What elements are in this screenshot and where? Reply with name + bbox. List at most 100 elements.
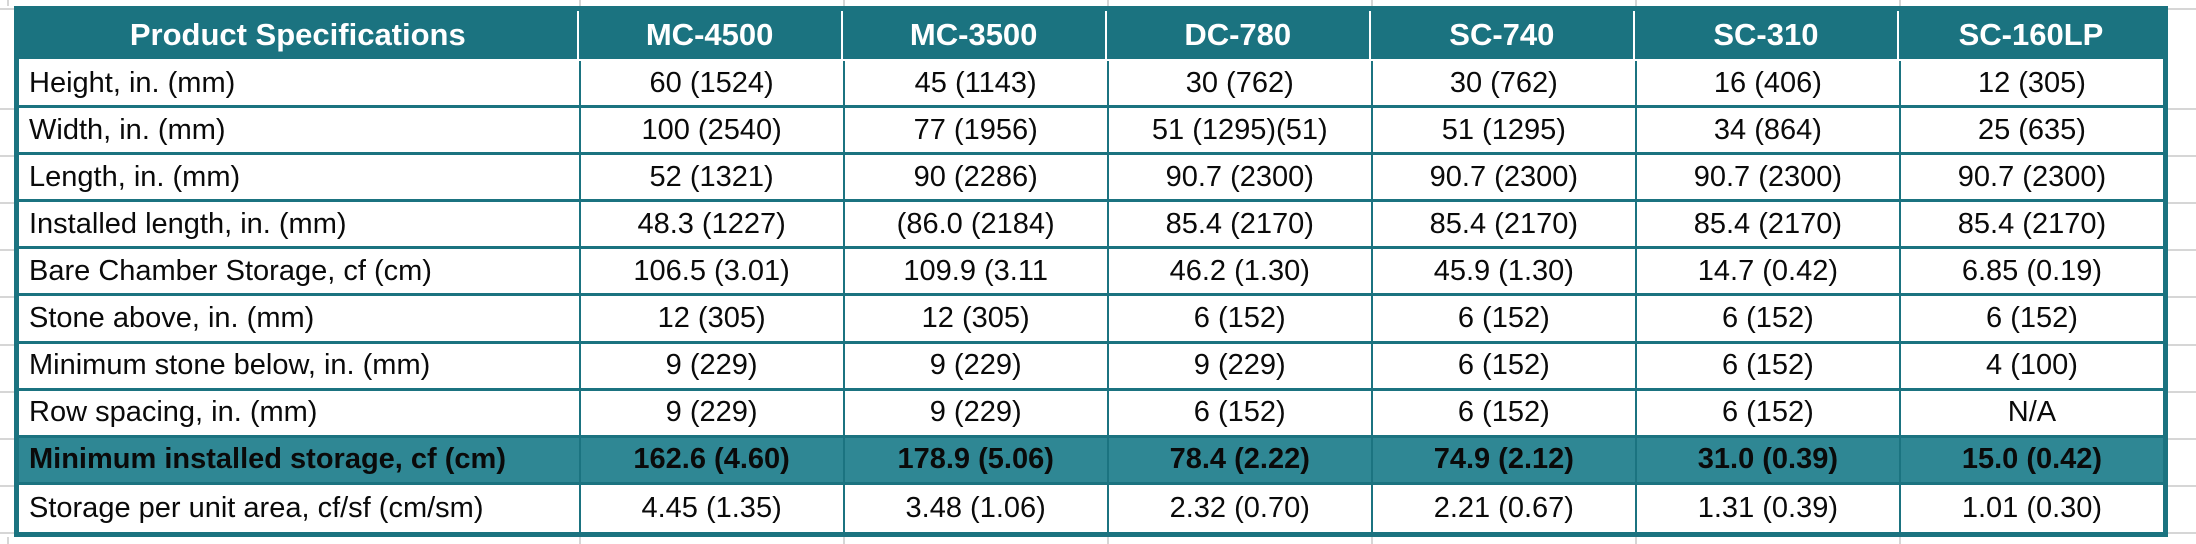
margin-gridline-horizontal (2168, 532, 2196, 534)
spec-value-cell: 85.4 (2170) (1106, 202, 1371, 250)
margin-gridline-vertical (1635, 537, 1637, 544)
column-header-mc-4500: MC-4500 (578, 11, 843, 61)
spec-value-cell: 109.9 (3.11 (842, 249, 1107, 297)
spec-value-cell: 6.85 (0.19) (1898, 249, 2163, 297)
spec-value-cell: 1.01 (0.30) (1898, 484, 2163, 532)
margin-gridline-vertical (579, 0, 581, 6)
row-label: Minimum stone below, in. (mm) (19, 344, 579, 391)
margin-gridline-horizontal (0, 532, 14, 534)
row-label: Length, in. (mm) (19, 155, 579, 203)
spec-value-cell: 6 (152) (1634, 343, 1899, 391)
margin-gridline-horizontal (2168, 344, 2196, 346)
margin-gridline-horizontal (2168, 391, 2196, 393)
spec-value-cell: 12 (305) (842, 296, 1107, 344)
spec-value-cell: 85.4 (2170) (1898, 202, 2163, 250)
margin-gridline-vertical (1371, 0, 1373, 6)
spec-value-cell: 6 (152) (1106, 296, 1371, 344)
margin-gridline-horizontal (0, 202, 14, 204)
spec-value-cell: 9 (229) (1106, 343, 1371, 391)
margin-gridline-horizontal (0, 108, 14, 110)
spec-value-cell: 6 (152) (1898, 296, 2163, 344)
margin-gridline-horizontal (2168, 8, 2196, 10)
margin-gridline-horizontal (0, 485, 14, 487)
margin-gridline-horizontal (2168, 485, 2196, 487)
margin-gridline-horizontal (2168, 155, 2196, 157)
margin-gridline-horizontal (0, 296, 14, 298)
spec-value-cell: 106.5 (3.01) (578, 249, 843, 297)
spec-value-cell: 2.32 (0.70) (1106, 484, 1371, 532)
spec-value-cell: 45.9 (1.30) (1370, 249, 1635, 297)
spec-value-cell: 90 (2286) (842, 155, 1107, 203)
spec-value-cell: 2.21 (0.67) (1370, 484, 1635, 532)
row-label: Storage per unit area, cf/sf (cm/sm) (29, 491, 484, 524)
product-spec-table: Product Specifications MC-4500 MC-3500 DC-7… (14, 6, 2168, 537)
row-label: Stone above, in. (mm) (19, 296, 579, 344)
column-header-dc-780: DC-780 (1106, 11, 1371, 61)
spec-value-cell: 51 (1295)(51) (1106, 108, 1371, 156)
spec-value-cell: 6 (152) (1370, 296, 1635, 344)
table-title-header: Product Specifications (19, 11, 579, 61)
spec-value-cell: 9 (229) (578, 343, 843, 391)
spec-value-cell: 4.45 (1.35) (578, 484, 843, 532)
row-label: Row spacing, in. (mm) (19, 391, 579, 438)
margin-gridline-vertical (7, 537, 9, 544)
row-label: Height, in. (mm) (19, 61, 579, 109)
column-header-mc-3500: MC-3500 (842, 11, 1107, 61)
margin-gridline-horizontal (0, 391, 14, 393)
margin-gridline-horizontal (0, 438, 14, 440)
margin-gridline-vertical (1899, 0, 1901, 6)
spec-value-cell: 6 (152) (1370, 343, 1635, 391)
spec-value-cell: 6 (152) (1106, 390, 1371, 438)
margin-gridline-vertical (843, 0, 845, 6)
spec-value-cell: 77 (1956) (842, 108, 1107, 156)
spec-value-cell: 100 (2540) (578, 108, 843, 156)
margin-gridline-horizontal (2168, 202, 2196, 204)
spec-value-cell: N/A (1898, 390, 2163, 438)
spec-value-cell: 46.2 (1.30) (1106, 249, 1371, 297)
spec-value-cell: 25 (635) (1898, 108, 2163, 156)
spec-value-cell: 6 (152) (1634, 296, 1899, 344)
margin-gridline-horizontal (2168, 108, 2196, 110)
spec-value-cell: 45 (1143) (842, 61, 1107, 109)
margin-gridline-vertical (1899, 537, 1901, 544)
spec-value-cell: 31.0 (0.39) (1634, 437, 1899, 485)
column-header-sc-160lp: SC-160LP (1898, 11, 2163, 61)
spec-value-cell: 12 (305) (1898, 61, 2163, 109)
spec-value-cell: 60 (1524) (578, 61, 843, 109)
spec-value-cell: 90.7 (2300) (1898, 155, 2163, 203)
spec-value-cell: 85.4 (2170) (1634, 202, 1899, 250)
spec-value-cell: 90.7 (2300) (1370, 155, 1635, 203)
spec-value-cell: 90.7 (2300) (1106, 155, 1371, 203)
spec-value-cell: 16 (406) (1634, 61, 1899, 109)
spec-value-cell: 15.0 (0.42) (1898, 437, 2163, 485)
spec-value-cell: 52 (1321) (578, 155, 843, 203)
margin-gridline-vertical (1107, 537, 1109, 544)
spec-value-cell: 34 (864) (1634, 108, 1899, 156)
margin-gridline-horizontal (2168, 438, 2196, 440)
spec-value-cell: 6 (152) (1370, 390, 1635, 438)
column-header-sc-310: SC-310 (1634, 11, 1899, 61)
spec-value-cell: 30 (762) (1370, 61, 1635, 109)
margin-gridline-horizontal (2168, 296, 2196, 298)
margin-gridline-vertical (1635, 0, 1637, 6)
row-label: Bare Chamber Storage, cf (cm) (19, 249, 579, 297)
row-label: Installed length, in. (mm) (19, 202, 579, 250)
margin-gridline-horizontal (0, 344, 14, 346)
spec-value-cell: 162.6 (4.60) (578, 437, 843, 485)
spec-value-cell: 85.4 (2170) (1370, 202, 1635, 250)
margin-gridline-vertical (1371, 537, 1373, 544)
column-header-sc-740: SC-740 (1370, 11, 1635, 61)
spec-value-cell: 178.9 (5.06) (842, 437, 1107, 485)
margin-gridline-horizontal (0, 8, 14, 10)
spec-value-cell: 9 (229) (842, 343, 1107, 391)
spec-value-cell: 1.31 (0.39) (1634, 484, 1899, 532)
spec-value-cell: 78.4 (2.22) (1106, 437, 1371, 485)
margin-gridline-horizontal (0, 249, 14, 251)
margin-gridline-vertical (579, 537, 581, 544)
margin-gridline-vertical (843, 537, 845, 544)
spec-value-cell: 51 (1295) (1370, 108, 1635, 156)
spec-value-cell: 9 (229) (842, 390, 1107, 438)
spec-value-cell: 9 (229) (578, 390, 843, 438)
spec-value-cell: 90.7 (2300) (1634, 155, 1899, 203)
